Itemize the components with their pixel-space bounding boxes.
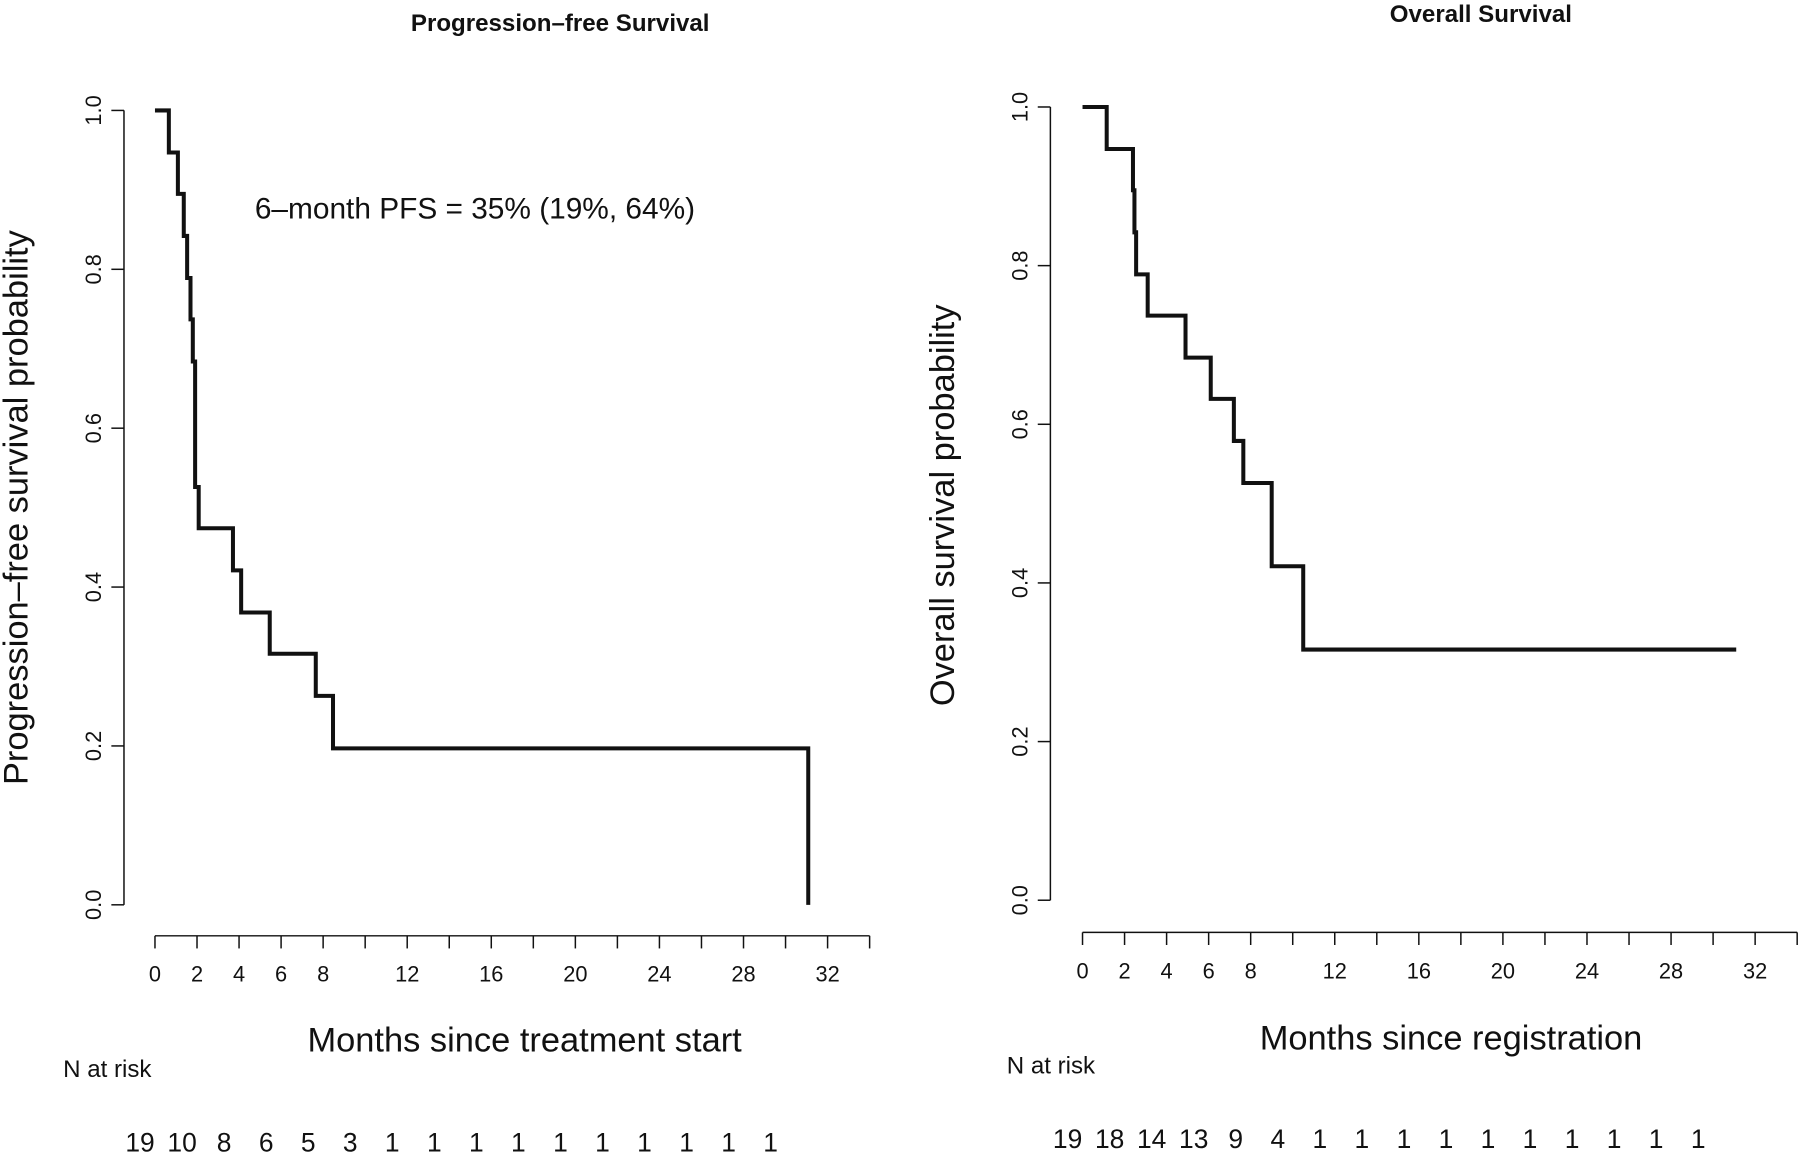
pfs-risk-count: 1 — [553, 1128, 568, 1153]
pfs-risk-count: 1 — [511, 1128, 526, 1153]
pfs-risk-count: 1 — [679, 1128, 694, 1153]
pfs-risk-count: 1 — [427, 1128, 442, 1153]
pfs-y-tick-label: 1.0 — [81, 95, 106, 125]
os-risk-count: 1 — [1649, 1124, 1664, 1153]
os-x-tick-label: 28 — [1659, 958, 1683, 983]
pfs-y-axis-label: Progression–free survival probability — [0, 229, 36, 785]
os-risk-count: 4 — [1270, 1124, 1285, 1153]
pfs-x-tick-label: 16 — [479, 962, 503, 987]
os-x-tick-label: 12 — [1323, 958, 1347, 983]
os-risk-count: 1 — [1607, 1124, 1622, 1153]
pfs-y-tick-label: 0.0 — [81, 890, 106, 920]
os-x-tick-label: 16 — [1407, 958, 1431, 983]
os-y-tick-label: 0.6 — [1007, 409, 1032, 439]
pfs-x-tick-label: 28 — [731, 962, 755, 987]
os-risk-count: 1 — [1565, 1124, 1580, 1153]
os-x-tick-label: 24 — [1575, 958, 1599, 983]
pfs-y-tick-label: 0.4 — [81, 572, 106, 602]
pfs-risk-count: 1 — [595, 1128, 610, 1153]
pfs-risk-count: 6 — [259, 1128, 274, 1153]
pfs-x-tick-label: 2 — [191, 962, 203, 987]
os-y-tick-label: 0.8 — [1007, 250, 1032, 280]
os-y-tick-label: 1.0 — [1007, 92, 1032, 122]
pfs-x-tick-label: 24 — [647, 962, 671, 987]
os-x-tick-label: 4 — [1161, 958, 1173, 983]
pfs-risk-count: 1 — [637, 1128, 652, 1153]
os-risk-count: 13 — [1179, 1124, 1208, 1153]
os-risk-count: 1 — [1523, 1124, 1538, 1153]
pfs-y-tick-label: 0.6 — [81, 413, 106, 443]
pfs-x-tick-label: 6 — [275, 962, 287, 987]
os-panel: Overall Survival Overall survival probab… — [924, 1, 1798, 1153]
pfs-x-tick-label: 12 — [395, 962, 419, 987]
pfs-risk-count: 3 — [343, 1128, 358, 1153]
os-risk-count: 1 — [1312, 1124, 1327, 1153]
os-y-axis-label: Overall survival probability — [924, 304, 962, 707]
os-x-tick-label: 0 — [1076, 958, 1088, 983]
pfs-x-tick-label: 0 — [149, 962, 161, 987]
pfs-y-tick-label: 0.2 — [81, 731, 106, 761]
os-x-tick-label: 20 — [1491, 958, 1515, 983]
pfs-x-tick-label: 8 — [317, 962, 329, 987]
os-x-tick-label: 2 — [1119, 958, 1131, 983]
pfs-risk-count: 1 — [763, 1128, 778, 1153]
os-risk-count: 1 — [1397, 1124, 1412, 1153]
pfs-risk-label: N at risk — [63, 1056, 152, 1083]
os-risk-count: 14 — [1137, 1124, 1166, 1153]
pfs-risk-count: 5 — [301, 1128, 316, 1153]
pfs-survival-curve — [154, 108, 811, 905]
pfs-annotation: 6–month PFS = 35% (19%, 64%) — [255, 192, 695, 225]
pfs-title: Progression–free Survival — [411, 10, 710, 37]
os-y-tick-label: 0.4 — [1007, 568, 1032, 598]
pfs-x-axis-label: Months since treatment start — [307, 1022, 742, 1060]
os-risk-count: 19 — [1053, 1124, 1082, 1153]
os-title: Overall Survival — [1390, 1, 1572, 28]
os-x-tick-label: 32 — [1743, 958, 1767, 983]
os-x-axis-label: Months since registration — [1260, 1019, 1643, 1057]
os-x-tick-label: 8 — [1245, 958, 1257, 983]
pfs-risk-count: 19 — [125, 1128, 154, 1153]
pfs-risk-count: 1 — [469, 1128, 484, 1153]
os-risk-count: 1 — [1355, 1124, 1370, 1153]
os-y-tick-label: 0.0 — [1007, 885, 1032, 915]
os-survival-curve — [1082, 104, 1737, 652]
os-risk-count: 1 — [1481, 1124, 1496, 1153]
os-y-tick-label: 0.2 — [1007, 726, 1032, 756]
os-risk-count: 18 — [1095, 1124, 1124, 1153]
pfs-y-tick-label: 0.8 — [81, 254, 106, 284]
pfs-x-tick-label: 32 — [815, 962, 839, 987]
pfs-risk-count: 1 — [721, 1128, 736, 1153]
pfs-x-tick-label: 20 — [563, 962, 587, 987]
os-risk-label: N at risk — [1007, 1053, 1096, 1080]
os-risk-count: 9 — [1228, 1124, 1243, 1153]
pfs-risk-count: 10 — [167, 1128, 196, 1153]
os-risk-count: 1 — [1439, 1124, 1454, 1153]
pfs-panel: Progression–free Survival 6–month PFS = … — [0, 10, 871, 1153]
os-x-tick-label: 6 — [1203, 958, 1215, 983]
pfs-risk-count: 1 — [385, 1128, 400, 1153]
pfs-x-tick-label: 4 — [233, 962, 245, 987]
os-risk-count: 1 — [1691, 1124, 1706, 1153]
pfs-risk-count: 8 — [217, 1128, 232, 1153]
